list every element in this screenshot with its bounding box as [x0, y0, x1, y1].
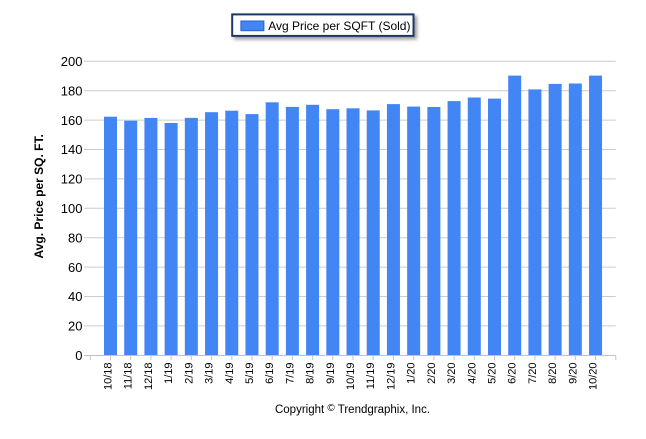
- svg-text:5/20: 5/20: [487, 363, 499, 384]
- svg-text:10/18: 10/18: [103, 363, 115, 391]
- svg-text:12/18: 12/18: [143, 363, 155, 391]
- svg-text:12/19: 12/19: [385, 363, 397, 391]
- svg-text:60: 60: [68, 260, 82, 275]
- svg-text:8/20: 8/20: [547, 363, 559, 384]
- svg-text:3/20: 3/20: [446, 363, 458, 384]
- svg-text:1/20: 1/20: [406, 363, 418, 384]
- svg-text:8/19: 8/19: [305, 363, 317, 384]
- svg-text:140: 140: [61, 142, 83, 157]
- svg-text:0: 0: [75, 348, 82, 363]
- svg-text:11/19: 11/19: [365, 363, 377, 390]
- svg-text:40: 40: [68, 289, 82, 304]
- svg-text:3/19: 3/19: [204, 363, 216, 384]
- svg-text:4/20: 4/20: [466, 363, 478, 384]
- svg-text:1/19: 1/19: [163, 363, 175, 384]
- svg-text:200: 200: [61, 54, 83, 69]
- svg-text:160: 160: [61, 113, 83, 128]
- svg-text:6/20: 6/20: [507, 363, 519, 384]
- svg-text:9/19: 9/19: [325, 363, 337, 384]
- svg-text:20: 20: [68, 319, 82, 334]
- svg-text:Copyright © Trendgraphix, Inc.: Copyright © Trendgraphix, Inc.: [275, 403, 430, 416]
- svg-text:7/20: 7/20: [527, 363, 539, 384]
- svg-text:4/19: 4/19: [224, 363, 236, 384]
- svg-text:2/20: 2/20: [426, 363, 438, 384]
- svg-text:100: 100: [61, 201, 83, 216]
- svg-text:120: 120: [61, 172, 83, 187]
- svg-text:10/19: 10/19: [345, 363, 357, 391]
- svg-text:7/19: 7/19: [284, 363, 296, 384]
- svg-text:180: 180: [61, 83, 83, 98]
- svg-text:2/19: 2/19: [183, 363, 195, 384]
- svg-text:9/20: 9/20: [567, 363, 579, 384]
- svg-text:Avg Price per SQFT (Sold): Avg Price per SQFT (Sold): [268, 19, 410, 33]
- svg-text:6/19: 6/19: [264, 363, 276, 384]
- svg-text:Avg. Price per SQ. FT.: Avg. Price per SQ. FT.: [32, 134, 46, 258]
- svg-text:5/19: 5/19: [244, 363, 256, 384]
- svg-text:10/20: 10/20: [588, 363, 600, 391]
- svg-text:80: 80: [68, 230, 82, 245]
- svg-text:11/18: 11/18: [123, 363, 135, 390]
